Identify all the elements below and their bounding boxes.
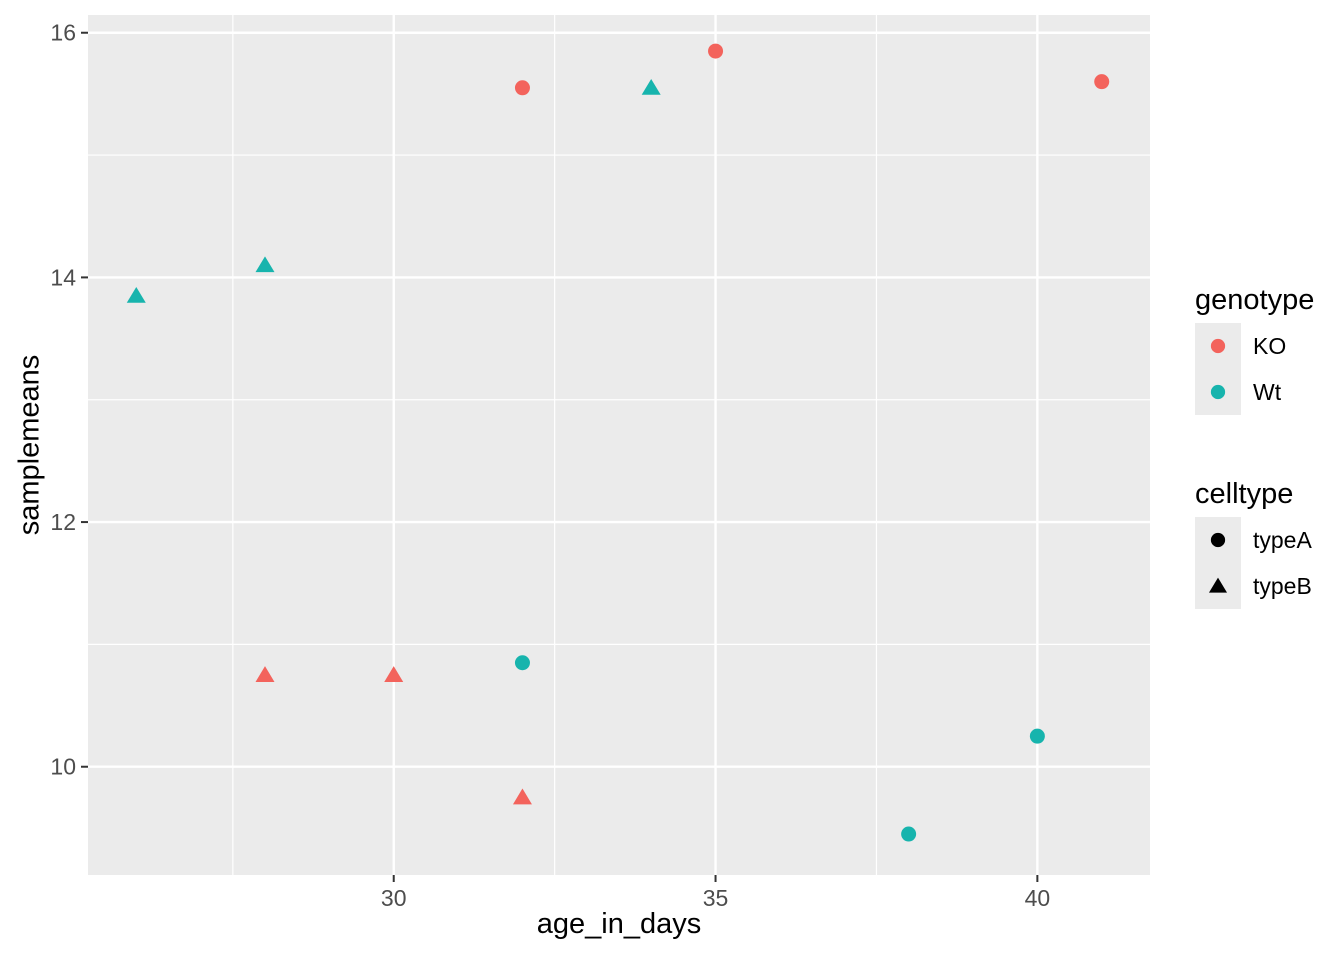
data-point-triangle bbox=[255, 256, 275, 273]
circle-glyph bbox=[1210, 384, 1226, 400]
wt-marker-icon bbox=[1195, 369, 1241, 415]
data-point-circle bbox=[901, 826, 917, 842]
legend-label-ko: KO bbox=[1253, 332, 1287, 359]
data-point-circle bbox=[514, 80, 530, 96]
x-tick-label: 30 bbox=[381, 885, 407, 911]
data-point-circle bbox=[514, 655, 530, 671]
data-point-triangle bbox=[384, 666, 404, 682]
data-point-circle bbox=[708, 43, 724, 59]
legend-label-typea: typeA bbox=[1253, 526, 1312, 553]
y-tick-label: 14 bbox=[50, 264, 76, 290]
legend-celltype-title: celltype bbox=[1195, 478, 1294, 510]
x-axis-title: age_in_days bbox=[536, 908, 702, 940]
data-point-circle bbox=[1094, 74, 1110, 90]
ko-marker-icon bbox=[1195, 323, 1241, 369]
circle-glyph bbox=[1210, 338, 1226, 354]
data-point-circle bbox=[1210, 532, 1226, 548]
x-tick-label: 35 bbox=[703, 885, 729, 911]
legend-label-wt: Wt bbox=[1253, 378, 1282, 405]
y-axis-title: samplemeans bbox=[13, 354, 46, 536]
legend-celltype: celltype typeA typeB bbox=[1195, 477, 1312, 609]
triangle-glyph bbox=[1208, 577, 1228, 593]
y-tick-label: 16 bbox=[50, 20, 76, 46]
circle-glyph bbox=[1210, 532, 1226, 548]
data-point-circle bbox=[1029, 728, 1045, 744]
typeb-marker-icon bbox=[1195, 563, 1241, 609]
legend-entry-wt: Wt bbox=[1195, 369, 1314, 415]
y-tick-label: 10 bbox=[50, 754, 76, 780]
legend-genotype: genotype KO Wt bbox=[1195, 283, 1314, 415]
legend-label-typeb: typeB bbox=[1253, 572, 1312, 599]
data-point-circle bbox=[1210, 338, 1226, 354]
data-point-triangle bbox=[126, 286, 146, 303]
data-point-triangle bbox=[512, 788, 532, 805]
panel-background bbox=[88, 15, 1150, 875]
data-point-triangle bbox=[255, 666, 275, 682]
y-tick-label: 12 bbox=[50, 509, 76, 535]
legend-entry-typea: typeA bbox=[1195, 517, 1312, 563]
data-point-triangle bbox=[1208, 577, 1228, 593]
legend-entry-typeb: typeB bbox=[1195, 563, 1312, 609]
legend-entry-ko: KO bbox=[1195, 323, 1314, 369]
data-point-circle bbox=[1210, 384, 1226, 400]
typea-marker-icon bbox=[1195, 517, 1241, 563]
x-tick-label: 40 bbox=[1025, 885, 1051, 911]
data-point-triangle bbox=[641, 78, 661, 95]
legend-genotype-title: genotype bbox=[1195, 284, 1315, 316]
